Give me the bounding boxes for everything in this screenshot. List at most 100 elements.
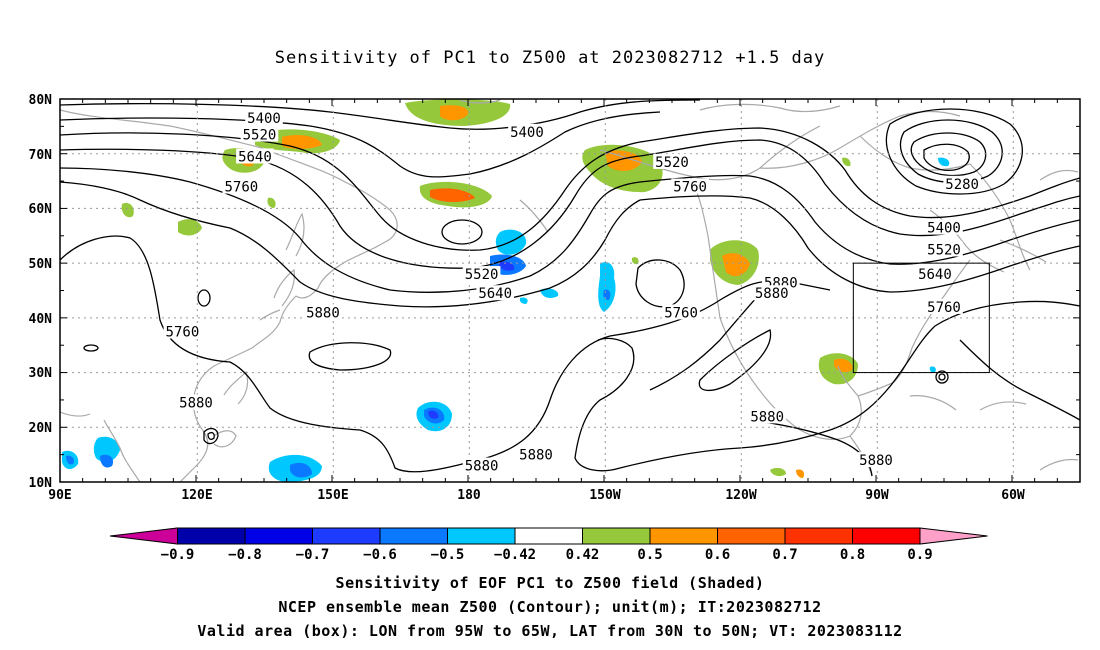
- footer-caption-contour: NCEP ensemble mean Z500 (Contour); unit(…: [278, 598, 822, 616]
- plot-frame: [59, 98, 1081, 483]
- footer-caption-valid-area: Valid area (box): LON from 95W to 65W, L…: [197, 622, 903, 640]
- colorbar-label: −0.9: [161, 547, 195, 563]
- colorbar-label: −0.6: [363, 547, 397, 563]
- contour-label-bg: [236, 148, 274, 164]
- sensitivity-shading: [62, 99, 950, 482]
- lat-label-30n: 30N: [29, 366, 53, 381]
- axis-ticks: [59, 98, 1081, 483]
- contour-label: 5760: [673, 180, 707, 196]
- colorbar-label: 0.5: [637, 547, 662, 563]
- contour-label: 5400: [510, 125, 544, 141]
- contour-label-bg: [163, 323, 202, 339]
- lat-label-20n: 20N: [29, 421, 53, 436]
- contour-label: 5880: [750, 409, 784, 425]
- lon-axis: 90E 120E 150E 180 150W 120W 90W 60W: [48, 488, 1025, 503]
- contour-label: 5880: [755, 286, 789, 302]
- contour-label-bg: [916, 266, 954, 282]
- colorbar-swatch: [244, 527, 313, 545]
- contour-label: 5760: [224, 180, 258, 196]
- contour-label-bg: [222, 178, 261, 194]
- coastlines: [60, 99, 1079, 482]
- colorbar-swatch: [784, 527, 853, 545]
- lon-label-180: 180: [457, 488, 481, 503]
- contour-label: 5400: [247, 111, 281, 127]
- contour-label-bg: [857, 452, 895, 468]
- contour-label-bg: [925, 241, 963, 257]
- colorbar-swatch: [582, 527, 651, 545]
- lon-label-60w: 60W: [1001, 488, 1025, 503]
- valid-area-box: [852, 262, 990, 374]
- contour-label-bg: [671, 178, 709, 194]
- colorbar-swatch: [852, 527, 921, 545]
- contour-label: 5880: [859, 453, 893, 469]
- contour-label-bg: [662, 304, 700, 320]
- footer-caption-shading: Sensitivity of EOF PC1 to Z500 field (Sh…: [335, 574, 765, 592]
- colorbar-label: 0.7: [772, 547, 797, 563]
- contour-label: 5760: [166, 325, 200, 341]
- contour-label: 5520: [465, 267, 499, 283]
- colorbar-label: −0.42: [494, 547, 536, 563]
- contour-label: 5280: [945, 177, 979, 193]
- z500-contours: [60, 99, 1080, 477]
- lon-label-150e: 150E: [317, 488, 348, 503]
- colorbar-label: −0.7: [296, 547, 330, 563]
- lon-label-120w: 120W: [725, 488, 756, 503]
- contour-label-bg: [517, 446, 555, 462]
- lat-label-80n: 80N: [29, 93, 53, 108]
- colorbar-swatch: [919, 527, 988, 545]
- contour-label-bg: [476, 285, 514, 301]
- contour-label-bg: [925, 219, 963, 235]
- contour-label-layer: 5400552056405760576058805880588058805400…: [163, 110, 981, 475]
- colorbar-label: 0.8: [840, 547, 865, 563]
- colorbar-swatch: [379, 527, 448, 545]
- lat-label-50n: 50N: [29, 257, 53, 272]
- colorbar-swatch: [514, 527, 583, 545]
- contour-label: 5880: [465, 459, 499, 475]
- contour-label-bg: [925, 298, 963, 314]
- colorbar-label: −0.8: [228, 547, 262, 563]
- lon-label-150w: 150W: [589, 488, 620, 503]
- contour-label: 5640: [478, 286, 512, 302]
- colorbar-label: 0.6: [705, 547, 730, 563]
- contour-label: 5640: [238, 149, 272, 165]
- contour-label-bg: [943, 175, 981, 191]
- contour-label-bg: [462, 457, 501, 473]
- contour-label: 5640: [918, 267, 952, 283]
- lon-label-90e: 90E: [48, 488, 71, 503]
- contour-label: 5760: [664, 305, 698, 321]
- contour-label-bg: [245, 110, 283, 126]
- contour-label: 5880: [519, 448, 553, 464]
- contour-label: 5880: [306, 305, 340, 321]
- contour-label: 5520: [243, 128, 277, 144]
- lat-label-40n: 40N: [29, 312, 53, 327]
- contour-label-bg: [508, 123, 546, 139]
- colorbar-label: −0.5: [431, 547, 465, 563]
- contour-label-bg: [304, 304, 342, 320]
- contour-label: 5520: [655, 155, 689, 171]
- colorbar-swatch: [109, 527, 178, 545]
- colorbar-label: 0.42: [566, 547, 600, 563]
- contour-label-bg: [653, 153, 691, 169]
- colorbar-swatch: [447, 527, 516, 545]
- lat-label-70n: 70N: [29, 148, 53, 163]
- contour-label-bg: [752, 285, 791, 301]
- contour-label-bg: [240, 126, 279, 142]
- grid: [60, 99, 1080, 482]
- colorbar-swatch: [649, 527, 718, 545]
- lat-axis: 80N 70N 60N 50N 40N 30N 20N 10N: [29, 93, 53, 491]
- lon-label-120e: 120E: [181, 488, 212, 503]
- contour-label: 5880: [179, 396, 213, 412]
- map-title: Sensitivity of PC1 to Z500 at 2023082712…: [274, 48, 826, 68]
- lat-label-10n: 10N: [29, 476, 53, 491]
- contour-label-bg: [462, 266, 501, 282]
- lat-label-60n: 60N: [29, 202, 53, 217]
- colorbar-swatch: [312, 527, 381, 545]
- contour-label-bg: [177, 394, 215, 410]
- colorbar-swatch: [177, 527, 246, 545]
- contour-label: 5400: [927, 221, 961, 237]
- contour-label-bg: [748, 408, 786, 424]
- colorbar: −0.9 −0.8 −0.7 −0.6 −0.5 −0.42 0.42 0.5 0.6 0.7 0.…: [109, 527, 988, 563]
- contour-label: 5520: [927, 242, 961, 258]
- colorbar-label: 0.9: [907, 547, 932, 563]
